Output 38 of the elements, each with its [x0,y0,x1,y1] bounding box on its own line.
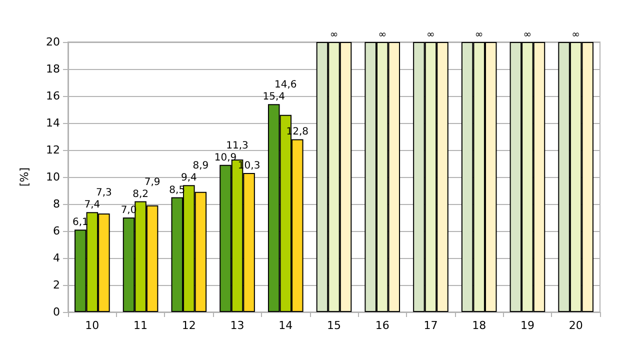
x-tick-label: 17 [424,319,438,332]
x-tick-label: 19 [520,319,534,332]
data-label: 15,4 [262,92,285,103]
data-label: ∞ [572,30,580,40]
data-label: 11,3 [226,140,248,152]
x-tick-label: 13 [230,319,244,332]
y-tick-label: 0 [53,306,60,318]
y-tick-label: 10 [46,170,60,184]
y-tick-label: 18 [46,62,60,76]
x-tick-label: 20 [568,319,583,332]
y-tick-label: 14 [46,116,60,130]
y-axis-title: [%] [18,167,31,187]
data-label: 8,2 [132,188,148,200]
x-tick-label: 11 [134,319,148,332]
y-tick-label: 8 [53,198,60,210]
x-tick-label: 10 [85,319,100,332]
y-tick-label: 12 [46,144,60,156]
y-tick-label: 20 [46,36,60,48]
x-tick-label: 15 [327,319,341,332]
data-label: 9,4 [180,172,197,184]
data-label: 7,9 [144,176,160,188]
x-tick-label: 16 [375,319,390,332]
y-tick-label: 2 [53,278,60,292]
y-tick-label: 6 [53,224,60,238]
data-label: 14,6 [274,80,297,91]
x-tick-label: 12 [182,319,196,332]
data-label: 8,9 [192,160,209,172]
x-tick-label: 14 [278,319,293,332]
y-tick-label: 16 [46,90,60,102]
data-label: ∞ [474,30,484,40]
y-tick-label: 4 [53,252,60,264]
data-label: ∞ [426,30,435,40]
data-label: 7,4 [84,200,100,211]
x-tick-label: 18 [472,319,486,332]
data-label: ∞ [378,30,387,40]
data-label: ∞ [523,30,532,40]
data-label: ∞ [330,30,338,40]
data-label: 7,3 [96,188,112,199]
